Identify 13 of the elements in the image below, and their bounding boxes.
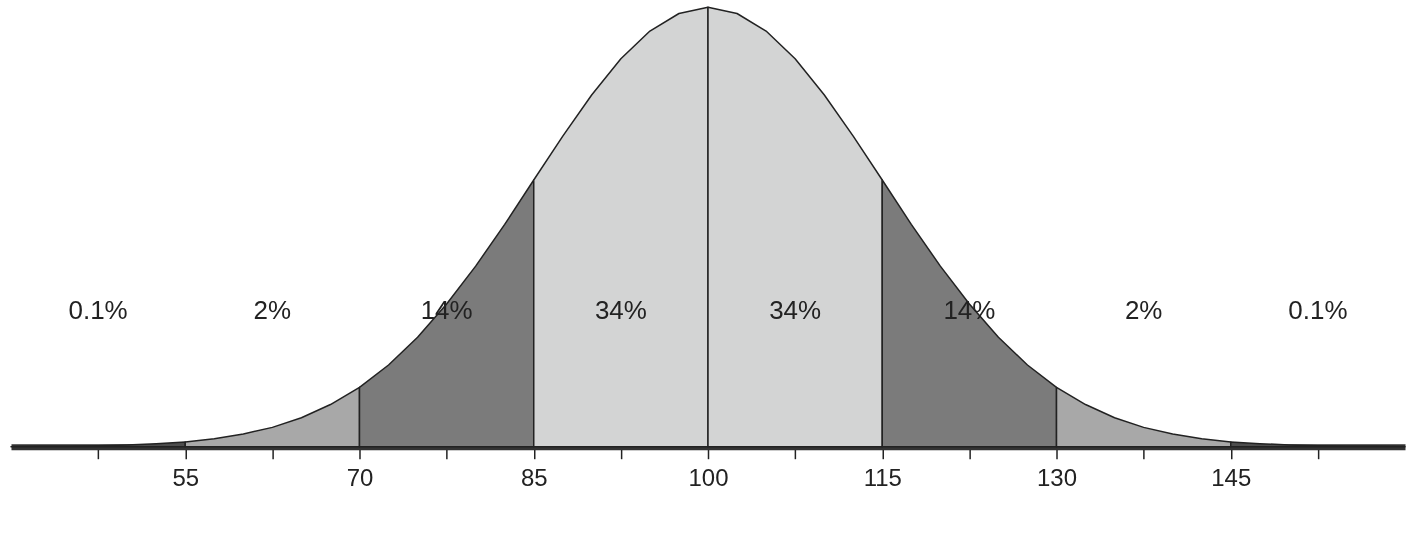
- annotation: 34%: [769, 294, 822, 325]
- x-tick-label: 115: [863, 464, 902, 492]
- x-tick-label: 55: [172, 464, 200, 492]
- annotation: 0.1%: [1288, 294, 1348, 325]
- x-tick-label: 100: [688, 464, 729, 492]
- x-tick-label: 70: [346, 464, 374, 492]
- x-tick-label: 145: [1211, 464, 1252, 492]
- annotation: 2%: [1124, 294, 1163, 325]
- x-tick-label: 130: [1037, 464, 1077, 492]
- annotation: 34%: [594, 294, 647, 325]
- x-tick-label: 85: [520, 464, 548, 492]
- annotation: 2%: [253, 294, 292, 325]
- annotation: 0.1%: [68, 294, 128, 325]
